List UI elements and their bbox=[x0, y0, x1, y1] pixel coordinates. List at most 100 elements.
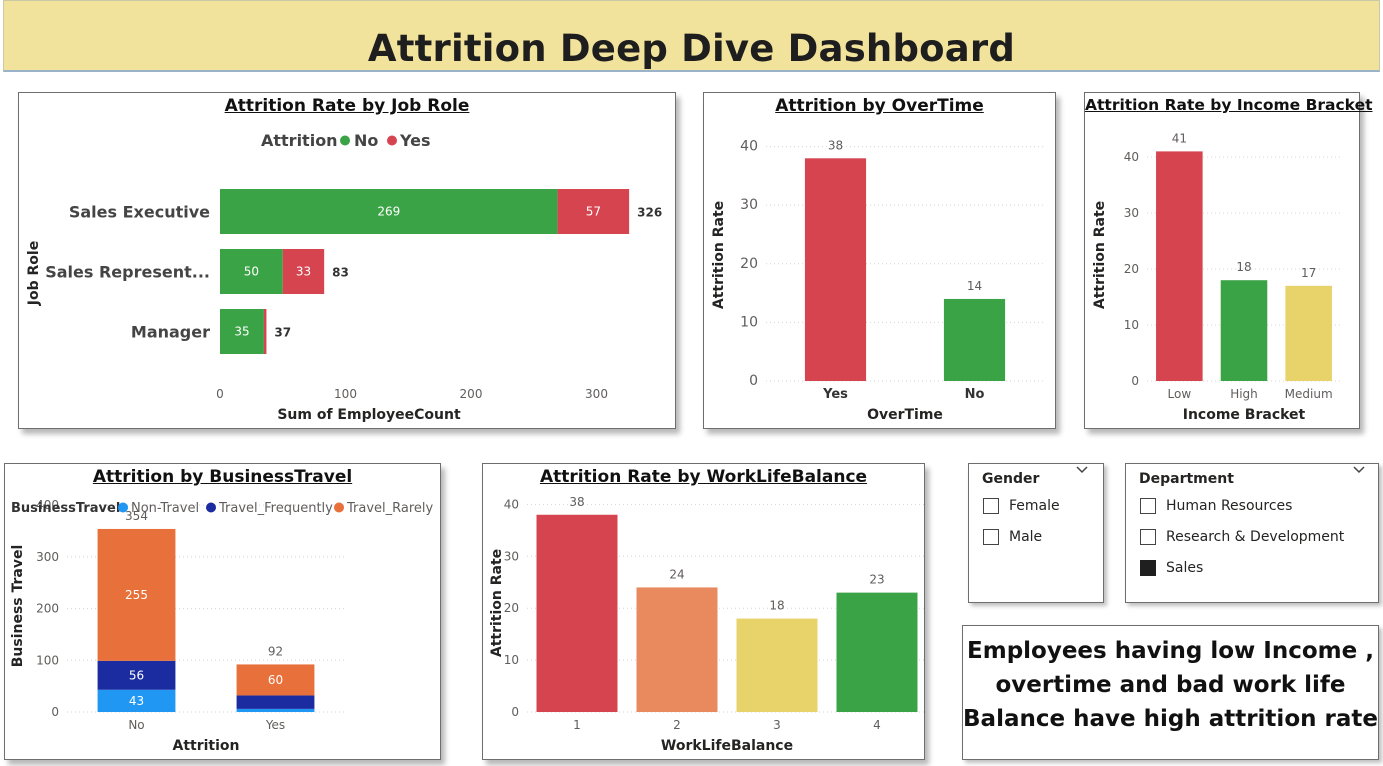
bar-segment bbox=[263, 309, 267, 354]
department-option-label: Sales bbox=[1166, 560, 1204, 576]
total-label: 83 bbox=[332, 266, 349, 280]
bar bbox=[736, 618, 818, 712]
department-slicer-title: Department bbox=[1139, 471, 1234, 487]
bar-segment bbox=[220, 189, 558, 234]
y-tick-label: Sales Executive bbox=[69, 203, 210, 222]
data-label: 35 bbox=[234, 325, 249, 339]
y-tick-label: 0 bbox=[511, 705, 519, 719]
x-axis-title: Sum of EmployeeCount bbox=[277, 407, 461, 423]
y-axis-title: Business Travel bbox=[10, 545, 26, 668]
department-option-label: Research & Development bbox=[1166, 529, 1345, 545]
chevron-down-icon[interactable] bbox=[1352, 464, 1366, 476]
y-tick-label: 40 bbox=[504, 497, 519, 511]
bar bbox=[536, 514, 618, 712]
y-tick-label: 20 bbox=[740, 256, 758, 272]
y-tick-label: 100 bbox=[36, 653, 59, 667]
x-tick-label: Low bbox=[1168, 387, 1192, 401]
bar-segment bbox=[97, 689, 176, 712]
x-tick-label: Yes bbox=[265, 718, 285, 732]
total-label: 354 bbox=[125, 509, 148, 523]
dashboard-title: Attrition Deep Dive Dashboard bbox=[367, 27, 1016, 70]
bar-segment bbox=[282, 249, 325, 294]
business-travel-chart[interactable]: 01002003004004356255354No6092YesAttritio… bbox=[5, 464, 440, 759]
business-travel-chart-card[interactable]: Attrition by BusinessTravel 0 100 200 300 40… bbox=[4, 463, 441, 760]
data-label: 14 bbox=[967, 279, 982, 293]
y-axis-title: Attrition Rate bbox=[711, 201, 727, 309]
bar bbox=[836, 592, 918, 712]
x-tick-label: 200 bbox=[460, 387, 483, 401]
bar bbox=[1285, 285, 1332, 381]
bar bbox=[943, 298, 1006, 381]
data-label: 18 bbox=[769, 599, 784, 613]
department-option-sales[interactable]: Sales bbox=[1140, 559, 1203, 577]
worklifebalance-chart-card[interactable]: Attrition Rate by WorkLifeBalance 0 10 20 3… bbox=[482, 463, 925, 760]
data-label: 17 bbox=[1301, 266, 1316, 280]
job-role-chart[interactable]: Attrition No Yes 269 57 326 Sales Executive 50 3… bbox=[19, 93, 675, 428]
job-role-chart-card[interactable]: Attrition Rate by Job Role Attrition No Ye… bbox=[18, 92, 676, 429]
legend-title: Attrition bbox=[261, 131, 338, 150]
x-tick-label: 300 bbox=[585, 387, 608, 401]
x-tick-label: 2 bbox=[673, 718, 681, 732]
legend-label: Non-Travel bbox=[131, 501, 199, 516]
gender-option-label: Female bbox=[1009, 498, 1060, 514]
human-resources-checkbox[interactable] bbox=[1140, 498, 1156, 514]
data-label: 57 bbox=[586, 205, 601, 219]
bar bbox=[1220, 280, 1268, 381]
bar bbox=[636, 587, 718, 712]
male-checkbox[interactable] bbox=[983, 529, 999, 545]
insight-line: overtime and bad work life bbox=[995, 672, 1346, 698]
y-tick-label: Manager bbox=[131, 323, 210, 342]
y-axis-title: Attrition Rate bbox=[1092, 201, 1108, 309]
x-tick-label: Medium bbox=[1285, 387, 1333, 401]
x-axis-title: Attrition bbox=[173, 738, 240, 754]
female-checkbox[interactable] bbox=[983, 498, 999, 514]
sales-checkbox[interactable] bbox=[1140, 560, 1156, 576]
legend-marker bbox=[334, 502, 344, 513]
bar-segment bbox=[97, 528, 176, 661]
research-development-checkbox[interactable] bbox=[1140, 529, 1156, 545]
legend-label: Yes bbox=[399, 131, 431, 150]
y-axis-title: Attrition Rate bbox=[489, 549, 505, 657]
job-role-chart-title: Attrition Rate by Job Role bbox=[224, 96, 470, 116]
worklifebalance-chart-title: Attrition Rate by WorkLifeBalance bbox=[539, 467, 868, 487]
y-tick-label: Sales Represent... bbox=[45, 263, 210, 282]
bar-segment bbox=[220, 309, 264, 354]
data-label: 23 bbox=[869, 573, 884, 587]
y-tick-label: 30 bbox=[504, 549, 519, 563]
x-axis-title: OverTime bbox=[867, 407, 943, 423]
insight-line: Employees having low Income , bbox=[967, 638, 1374, 664]
gender-option-male[interactable]: Male bbox=[983, 528, 1042, 546]
legend-marker bbox=[340, 135, 350, 146]
gender-slicer[interactable]: Gender Female Male bbox=[968, 463, 1104, 603]
data-label: 24 bbox=[669, 567, 684, 581]
gender-slicer-title: Gender bbox=[982, 471, 1040, 487]
income-chart[interactable]: 0 10 20 30 40 41 Low 18 High 17 Medium Income Brack… bbox=[1085, 93, 1359, 428]
overtime-chart-title: Attrition by OverTime bbox=[775, 96, 984, 116]
data-label: 38 bbox=[569, 495, 584, 509]
legend-marker bbox=[206, 502, 216, 513]
y-tick-label: 30 bbox=[740, 197, 758, 213]
x-tick-label: High bbox=[1230, 387, 1258, 401]
chevron-down-icon[interactable] bbox=[1075, 464, 1089, 476]
overtime-chart[interactable]: 0 10 20 30 40 38 Yes 14 No OverTime Attrition Rate bbox=[704, 93, 1055, 428]
department-slicer[interactable]: Department Human Resources Research & De… bbox=[1125, 463, 1379, 603]
y-axis-title: Job Role bbox=[26, 241, 42, 306]
gender-option-label: Male bbox=[1009, 529, 1043, 545]
legend-title: BusinessTravel bbox=[11, 501, 120, 516]
insight-note: Employees having low Income , overtime a… bbox=[962, 625, 1379, 760]
y-tick-label: 10 bbox=[1124, 318, 1139, 332]
department-option-human-resources[interactable]: Human Resources bbox=[1140, 497, 1292, 515]
y-tick-label: 20 bbox=[1124, 262, 1139, 276]
x-tick-label: 1 bbox=[573, 718, 581, 732]
x-tick-label: 4 bbox=[873, 718, 881, 732]
overtime-chart-card[interactable]: Attrition by OverTime 0 10 20 30 40 38 Yes 14 No… bbox=[703, 92, 1056, 429]
gender-option-female[interactable]: Female bbox=[983, 497, 1060, 515]
legend-label: No bbox=[354, 131, 378, 150]
x-tick-label: 3 bbox=[773, 718, 781, 732]
income-chart-card[interactable]: Attrition Rate by Income Bracket 0 10 20 30… bbox=[1084, 92, 1373, 429]
data-label: 60 bbox=[268, 673, 283, 687]
data-label: 18 bbox=[1236, 260, 1251, 274]
insight-line: Balance have high attrition rate bbox=[963, 706, 1378, 732]
department-option-research-development[interactable]: Research & Development bbox=[1140, 528, 1344, 546]
